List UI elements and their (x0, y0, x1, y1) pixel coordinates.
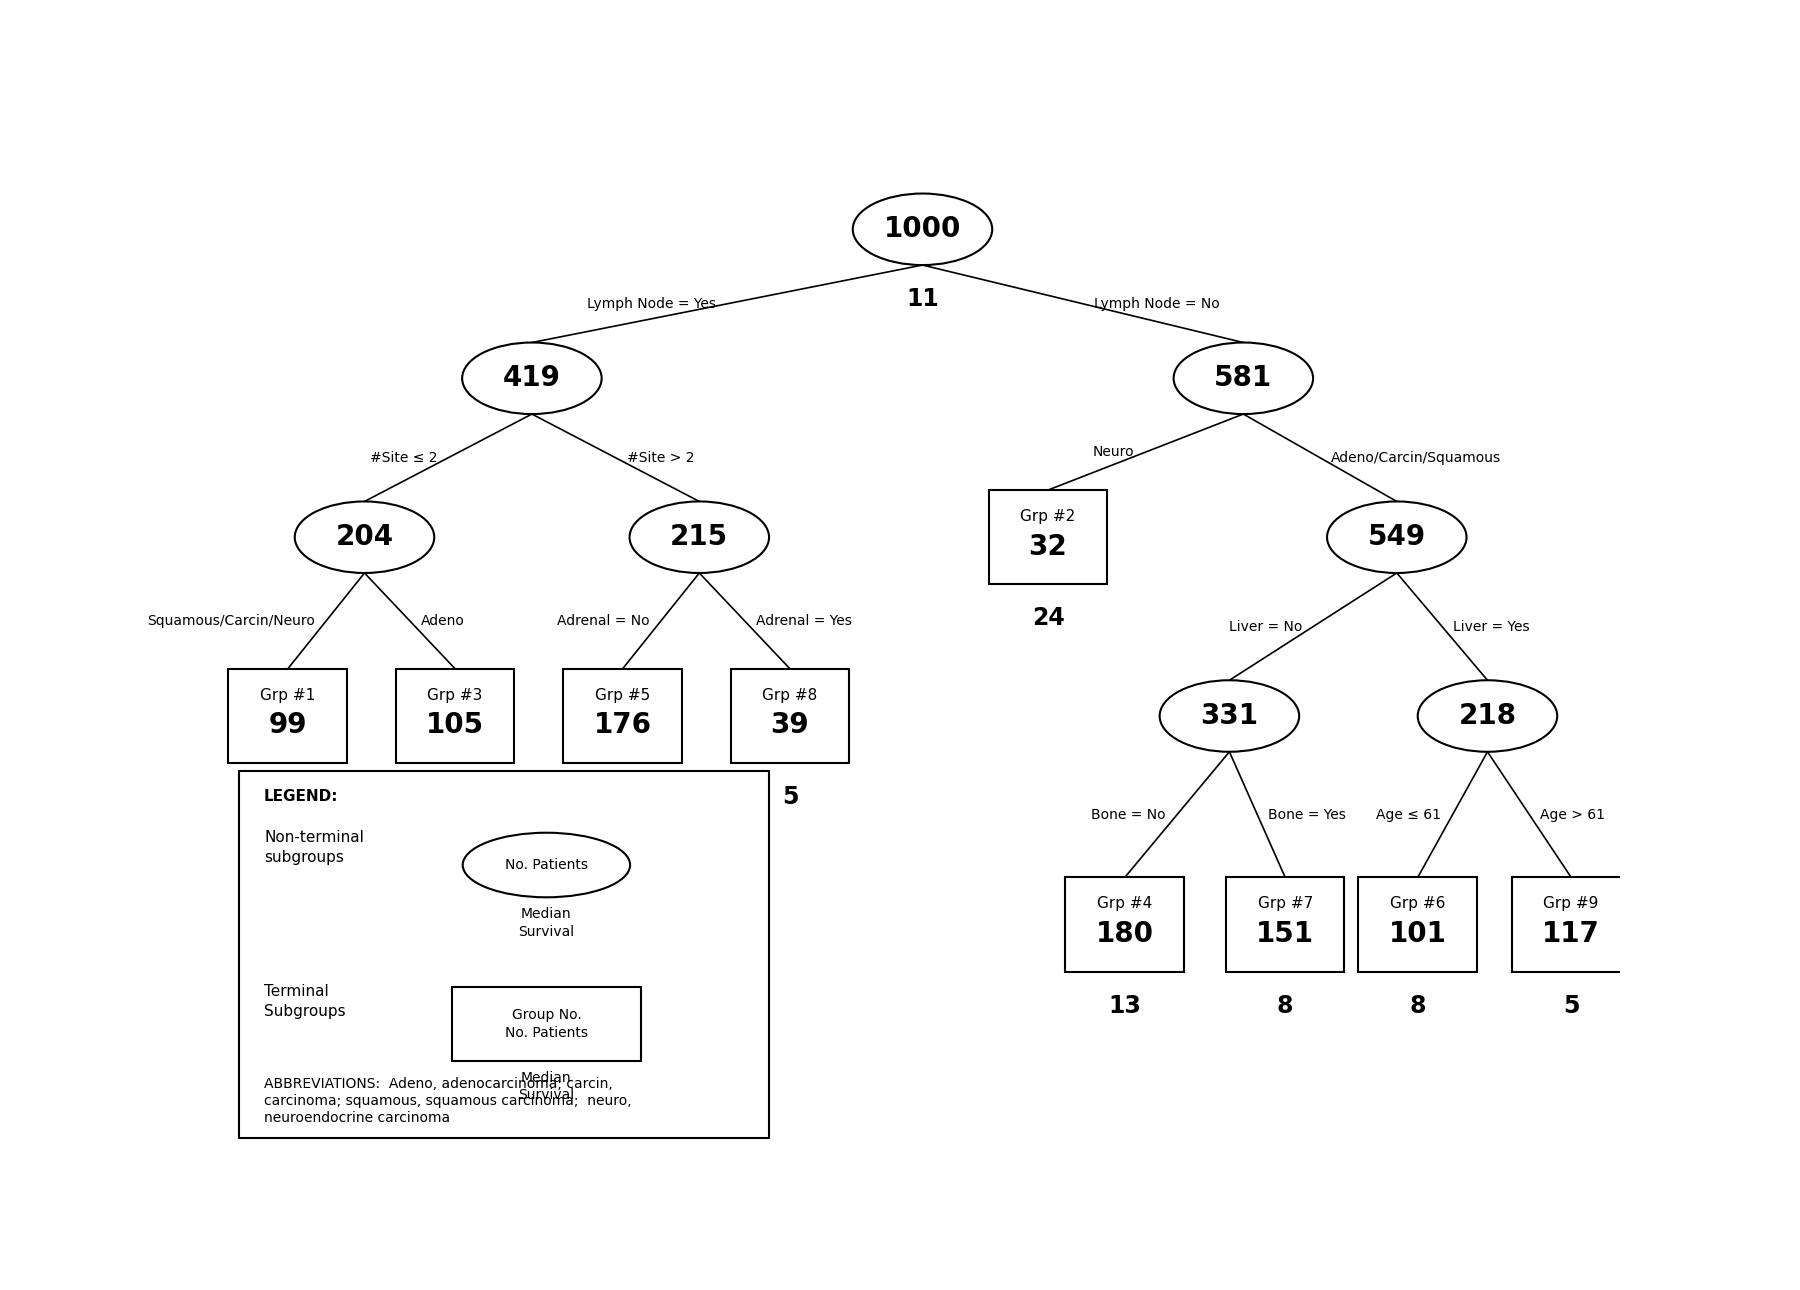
Text: Liver = Yes: Liver = Yes (1453, 619, 1530, 633)
FancyBboxPatch shape (239, 770, 769, 1138)
Text: Lymph Node = No: Lymph Node = No (1094, 297, 1220, 311)
Text: Median
Survival: Median Survival (518, 907, 574, 939)
Text: 331: 331 (1201, 702, 1258, 730)
Text: Bone = Yes: Bone = Yes (1269, 808, 1346, 822)
Text: Grp #6: Grp #6 (1390, 897, 1445, 911)
Text: 180: 180 (1096, 920, 1154, 948)
Text: Median
Survival: Median Survival (518, 1071, 574, 1103)
Text: ABBREVIATIONS:  Adeno, adenocarcinoma; carcin,
carcinoma; squamous, squamous car: ABBREVIATIONS: Adeno, adenocarcinoma; ca… (265, 1077, 632, 1125)
Text: Liver = No: Liver = No (1229, 619, 1301, 633)
Text: 8: 8 (1276, 993, 1294, 1018)
FancyBboxPatch shape (396, 668, 515, 764)
Ellipse shape (1327, 502, 1467, 573)
Text: Grp #4: Grp #4 (1098, 897, 1152, 911)
Text: Age > 61: Age > 61 (1541, 808, 1606, 822)
Ellipse shape (463, 833, 630, 898)
Text: LEGEND:: LEGEND: (265, 788, 338, 804)
Ellipse shape (1418, 680, 1557, 752)
Text: 39: 39 (770, 712, 810, 739)
Text: 13: 13 (1109, 993, 1141, 1018)
Text: 11: 11 (905, 286, 940, 311)
FancyBboxPatch shape (988, 490, 1107, 584)
Text: 581: 581 (1215, 364, 1273, 392)
Text: 549: 549 (1368, 524, 1426, 551)
Text: Grp #1: Grp #1 (261, 688, 315, 703)
Text: Bone = No: Bone = No (1091, 808, 1166, 822)
Ellipse shape (853, 194, 992, 264)
Ellipse shape (630, 502, 769, 573)
FancyBboxPatch shape (1066, 877, 1184, 971)
Text: Adrenal = Yes: Adrenal = Yes (756, 614, 851, 628)
Text: 151: 151 (1256, 920, 1314, 948)
Text: 1000: 1000 (884, 215, 961, 244)
Text: 12: 12 (607, 786, 639, 809)
Text: No. Patients: No. Patients (506, 858, 589, 872)
Text: 215: 215 (670, 524, 729, 551)
Text: Grp #9: Grp #9 (1543, 897, 1598, 911)
FancyBboxPatch shape (731, 668, 850, 764)
Text: Group No.
No. Patients: Group No. No. Patients (506, 1009, 589, 1040)
Text: Adeno/Carcin/Squamous: Adeno/Carcin/Squamous (1332, 450, 1501, 464)
Text: Grp #8: Grp #8 (763, 688, 817, 703)
Text: 32: 32 (1028, 533, 1067, 561)
Text: 105: 105 (427, 712, 484, 739)
Text: 218: 218 (1458, 702, 1516, 730)
Text: Grp #3: Grp #3 (427, 688, 482, 703)
Text: Neuro: Neuro (1093, 445, 1134, 459)
Text: Grp #5: Grp #5 (596, 688, 650, 703)
Ellipse shape (1159, 680, 1300, 752)
Text: 8: 8 (1409, 993, 1426, 1018)
FancyBboxPatch shape (229, 668, 347, 764)
Text: 5: 5 (1562, 993, 1579, 1018)
Text: 176: 176 (594, 712, 652, 739)
Ellipse shape (463, 343, 601, 414)
Text: #Site > 2: #Site > 2 (626, 450, 695, 464)
Text: 45: 45 (272, 786, 304, 809)
Text: 117: 117 (1543, 920, 1600, 948)
Text: Grp #2: Grp #2 (1021, 510, 1076, 524)
FancyBboxPatch shape (1512, 877, 1631, 971)
Text: 5: 5 (781, 786, 797, 809)
Text: #Site ≤ 2: #Site ≤ 2 (369, 450, 437, 464)
Text: Non-terminal
subgroups: Non-terminal subgroups (265, 831, 364, 866)
FancyBboxPatch shape (1359, 877, 1478, 971)
FancyBboxPatch shape (563, 668, 682, 764)
FancyBboxPatch shape (1226, 877, 1345, 971)
Text: Terminal
Subgroups: Terminal Subgroups (265, 984, 346, 1019)
Text: Adrenal = No: Adrenal = No (558, 614, 650, 628)
Text: 13: 13 (439, 786, 472, 809)
Text: 204: 204 (335, 524, 394, 551)
Ellipse shape (1174, 343, 1312, 414)
Text: 24: 24 (1031, 606, 1064, 631)
Text: Lymph Node = Yes: Lymph Node = Yes (587, 297, 716, 311)
Ellipse shape (295, 502, 434, 573)
Text: 101: 101 (1390, 920, 1447, 948)
Text: Adeno: Adeno (421, 614, 464, 628)
Text: Age ≤ 61: Age ≤ 61 (1377, 808, 1442, 822)
Text: 99: 99 (268, 712, 308, 739)
Text: Squamous/Carcin/Neuro: Squamous/Carcin/Neuro (148, 614, 315, 628)
FancyBboxPatch shape (452, 987, 641, 1062)
Text: 419: 419 (502, 364, 562, 392)
Text: Grp #7: Grp #7 (1258, 897, 1312, 911)
